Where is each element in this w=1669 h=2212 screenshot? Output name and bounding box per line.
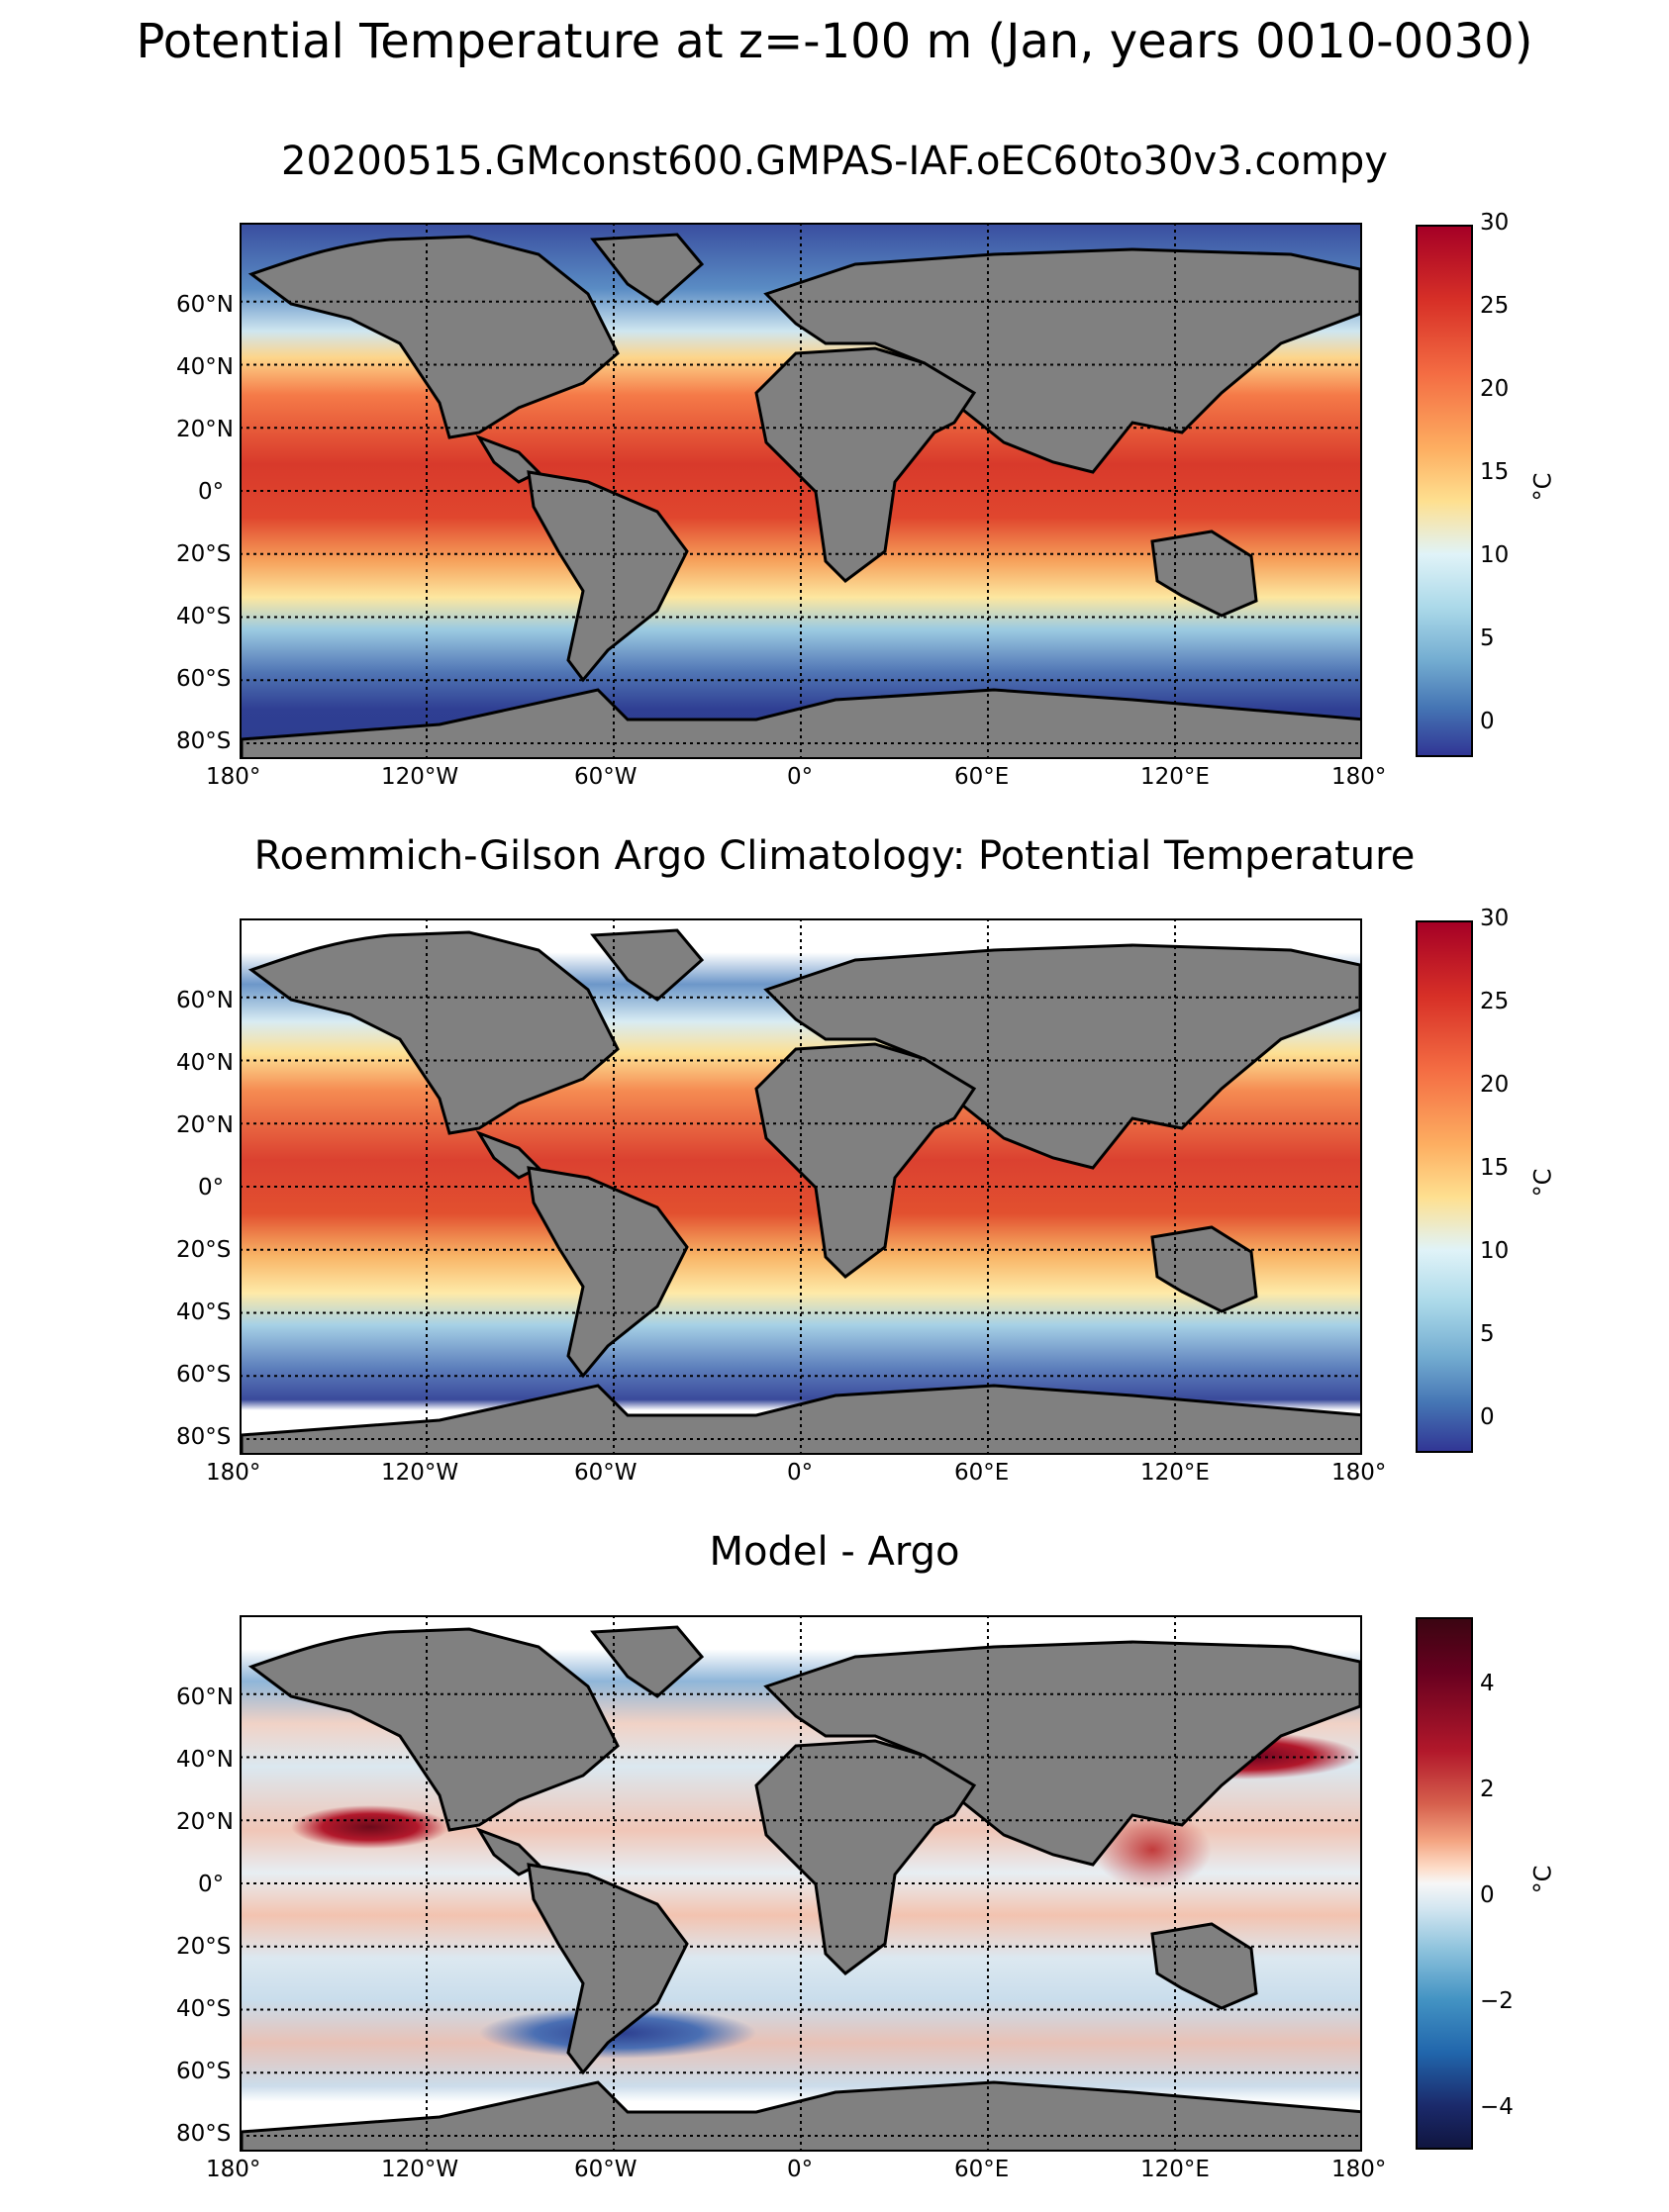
land-mass [242, 1625, 1360, 2150]
p1-ytick-20n: 20°N [176, 417, 234, 442]
p1-cbar-tick-10: 10 [1480, 542, 1510, 568]
figure-title: Potential Temperature at z=-100 m (Jan, … [136, 14, 1533, 69]
p2-cbar-tick-15: 15 [1480, 1155, 1510, 1181]
p3-xtick-180e: 180° [1331, 2157, 1387, 2182]
model-temperature-map [240, 223, 1362, 759]
p3-cbar-tick-neg4: −4 [1480, 2094, 1514, 2120]
argo-temperature-map [240, 918, 1362, 1455]
model-minus-argo-map [240, 1615, 1362, 2152]
p1-cbar-label: °C [1528, 472, 1557, 502]
p3-ytick-40n: 40°N [176, 1747, 234, 1773]
land-mass [242, 928, 1360, 1453]
p2-ytick-20s: 20°S [176, 1237, 232, 1263]
p2-cbar-tick-30: 30 [1480, 906, 1510, 931]
p1-xtick-60w: 60°W [574, 764, 638, 790]
p1-xtick-60e: 60°E [954, 764, 1010, 790]
p1-cbar-tick-0: 0 [1480, 709, 1495, 734]
p2-cbar-tick-25: 25 [1480, 989, 1510, 1014]
p2-ytick-60s: 60°S [176, 1362, 232, 1388]
p1-ytick-60n: 60°N [176, 292, 234, 318]
p2-xtick-180w: 180° [206, 1460, 261, 1486]
p1-cbar-tick-15: 15 [1480, 459, 1510, 485]
p3-xtick-60w: 60°W [574, 2157, 638, 2182]
panel-1-colorbar [1416, 225, 1473, 757]
p1-ytick-40s: 40°S [176, 604, 232, 629]
p3-xtick-120w: 120°W [381, 2157, 459, 2182]
p2-ytick-40s: 40°S [176, 1299, 232, 1325]
p2-cbar-label: °C [1528, 1168, 1557, 1198]
p1-xtick-120w: 120°W [381, 764, 459, 790]
p2-cbar-tick-0: 0 [1480, 1404, 1495, 1430]
p1-cbar-tick-5: 5 [1480, 625, 1495, 651]
p3-xtick-0: 0° [787, 2157, 814, 2182]
p1-cbar-tick-20: 20 [1480, 376, 1510, 402]
p2-cbar-tick-5: 5 [1480, 1321, 1495, 1347]
p2-xtick-60e: 60°E [954, 1460, 1010, 1486]
p1-xtick-0: 0° [787, 764, 814, 790]
p2-xtick-120e: 120°E [1140, 1460, 1210, 1486]
p1-cbar-tick-25: 25 [1480, 293, 1510, 319]
p3-ytick-60n: 60°N [176, 1684, 234, 1710]
p1-xtick-120e: 120°E [1140, 764, 1210, 790]
p2-ytick-40n: 40°N [176, 1050, 234, 1076]
p3-cbar-tick-0: 0 [1480, 1882, 1495, 1908]
p1-ytick-0: 0° [198, 479, 225, 505]
p2-ytick-80s: 80°S [176, 1424, 232, 1450]
p1-ytick-80s: 80°S [176, 728, 232, 754]
panel-3-title: Model - Argo [709, 1529, 960, 1575]
p3-xtick-120e: 120°E [1140, 2157, 1210, 2182]
p3-cbar-tick-neg2: −2 [1480, 1988, 1514, 2014]
land-mass [242, 233, 1360, 757]
p2-xtick-180e: 180° [1331, 1460, 1387, 1486]
p2-ytick-0: 0° [198, 1175, 225, 1201]
p3-ytick-20s: 20°S [176, 1934, 232, 1960]
panel-2-colorbar [1416, 920, 1473, 1453]
p1-ytick-40n: 40°N [176, 354, 234, 380]
p3-xtick-180w: 180° [206, 2157, 261, 2182]
p2-xtick-0: 0° [787, 1460, 814, 1486]
p3-ytick-80s: 80°S [176, 2121, 232, 2147]
p1-xtick-180e: 180° [1331, 764, 1387, 790]
p1-ytick-60s: 60°S [176, 666, 232, 692]
p3-ytick-60s: 60°S [176, 2059, 232, 2084]
panel-1-title: 20200515.GMconst600.GMPAS-IAF.oEC60to30v… [281, 139, 1388, 184]
p2-ytick-20n: 20°N [176, 1112, 234, 1138]
p3-cbar-label: °C [1528, 1865, 1557, 1894]
p1-xtick-180w: 180° [206, 764, 261, 790]
p3-ytick-0: 0° [198, 1872, 225, 1897]
panel-3-colorbar [1416, 1617, 1473, 2150]
p2-cbar-tick-20: 20 [1480, 1072, 1510, 1098]
p2-ytick-60n: 60°N [176, 988, 234, 1013]
p2-xtick-120w: 120°W [381, 1460, 459, 1486]
p1-ytick-20s: 20°S [176, 541, 232, 567]
p3-cbar-tick-2: 2 [1480, 1777, 1495, 1802]
p3-cbar-tick-4: 4 [1480, 1671, 1495, 1696]
p3-ytick-20n: 20°N [176, 1809, 234, 1835]
p3-ytick-40s: 40°S [176, 1996, 232, 2022]
p3-xtick-60e: 60°E [954, 2157, 1010, 2182]
p2-xtick-60w: 60°W [574, 1460, 638, 1486]
p1-cbar-tick-30: 30 [1480, 210, 1510, 236]
panel-2-title: Roemmich-Gilson Argo Climatology: Potent… [253, 833, 1416, 879]
p2-cbar-tick-10: 10 [1480, 1238, 1510, 1264]
